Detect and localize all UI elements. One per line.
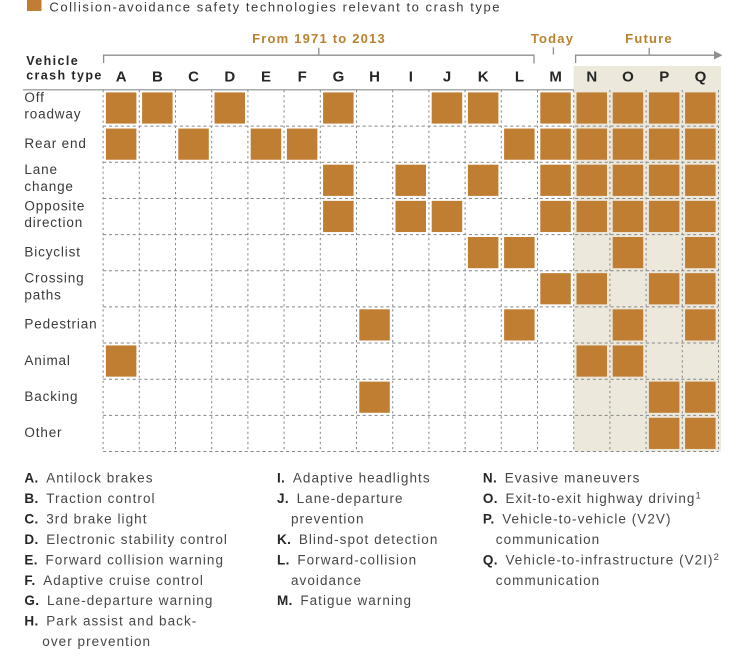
svg-text:Q. Vehicle-to-infrastructure: Q. Vehicle-to-infrastructure (V2I)2	[483, 552, 720, 568]
svg-text:L: L	[515, 69, 524, 86]
svg-text:F. Adaptive cruise control: F. Adaptive cruise control	[24, 573, 204, 588]
svg-text:K. Blind-spot detection: K. Blind-spot detection	[277, 532, 438, 547]
svg-text:G. Lane-departure warning: G. Lane-departure warning	[24, 593, 213, 608]
svg-text:Other: Other	[24, 425, 62, 440]
svg-text:crash type: crash type	[26, 69, 103, 83]
svg-text:communication: communication	[496, 532, 600, 547]
svg-text:D: D	[224, 69, 235, 86]
svg-text:Lane: Lane	[24, 162, 57, 177]
svg-text:prevention: prevention	[291, 511, 365, 526]
svg-text:Crossing: Crossing	[24, 271, 84, 286]
svg-text:roadway: roadway	[24, 107, 81, 122]
svg-text:M: M	[549, 69, 562, 86]
svg-text:H: H	[369, 69, 380, 86]
svg-text:P: P	[659, 69, 669, 86]
svg-text:J: J	[443, 69, 451, 86]
svg-text:Off: Off	[24, 90, 44, 105]
svg-text:direction: direction	[24, 215, 83, 230]
svg-text:C: C	[188, 69, 199, 86]
svg-text:paths: paths	[24, 287, 61, 302]
svg-text:C. 3rd brake light: C. 3rd brake light	[24, 511, 147, 526]
svg-text:Opposite: Opposite	[24, 198, 85, 213]
svg-text:F: F	[298, 69, 307, 86]
svg-text:Future: Future	[625, 31, 673, 46]
svg-text:I. Adaptive headlights: I. Adaptive headlights	[277, 471, 431, 486]
svg-text:I: I	[409, 69, 413, 86]
svg-text:E: E	[261, 69, 271, 86]
svg-text:B: B	[152, 69, 163, 86]
svg-text:A: A	[116, 69, 127, 86]
svg-text:B. Traction control: B. Traction control	[24, 491, 155, 506]
svg-text:Backing: Backing	[24, 389, 78, 404]
svg-text:O. Exit-to-exit highway drivi: O. Exit-to-exit highway driving1	[483, 490, 702, 506]
svg-text:M. Fatigue warning: M. Fatigue warning	[277, 593, 412, 608]
svg-text:G: G	[333, 69, 345, 86]
svg-text:communication: communication	[496, 573, 600, 588]
svg-text:E. Forward collision warning: E. Forward collision warning	[24, 552, 224, 567]
svg-text:K: K	[478, 69, 489, 86]
svg-text:From 1971 to 2013: From 1971 to 2013	[252, 31, 386, 46]
svg-text:Today: Today	[531, 31, 574, 46]
svg-text:Rear end: Rear end	[24, 136, 86, 151]
svg-text:N. Evasive maneuvers: N. Evasive maneuvers	[483, 471, 640, 486]
svg-text:Vehicle: Vehicle	[26, 54, 79, 68]
svg-text:N: N	[586, 69, 597, 86]
svg-text:Bicyclist: Bicyclist	[24, 244, 80, 259]
svg-text:Pedestrian: Pedestrian	[24, 317, 97, 332]
svg-text:avoidance: avoidance	[291, 573, 362, 588]
svg-text:Q: Q	[695, 69, 707, 86]
svg-text:J. Lane-departure: J. Lane-departure	[277, 491, 404, 506]
svg-text:over prevention: over prevention	[42, 634, 151, 649]
svg-text:Animal: Animal	[24, 353, 70, 368]
svg-text:P. Vehicle-to-vehicle (V2V): P. Vehicle-to-vehicle (V2V)	[483, 511, 672, 526]
svg-text:D. Electronic stability contr: D. Electronic stability control	[24, 532, 228, 547]
svg-text:O: O	[622, 69, 634, 86]
svg-text:change: change	[24, 179, 73, 194]
svg-text:A. Antilock brakes: A. Antilock brakes	[24, 471, 153, 486]
svg-text:H. Park assist and back-: H. Park assist and back-	[24, 614, 197, 629]
svg-text:L. Forward-collision: L. Forward-collision	[277, 552, 417, 567]
svg-text:Collision-avoidance safety tec: Collision-avoidance safety technologies …	[49, 0, 501, 15]
